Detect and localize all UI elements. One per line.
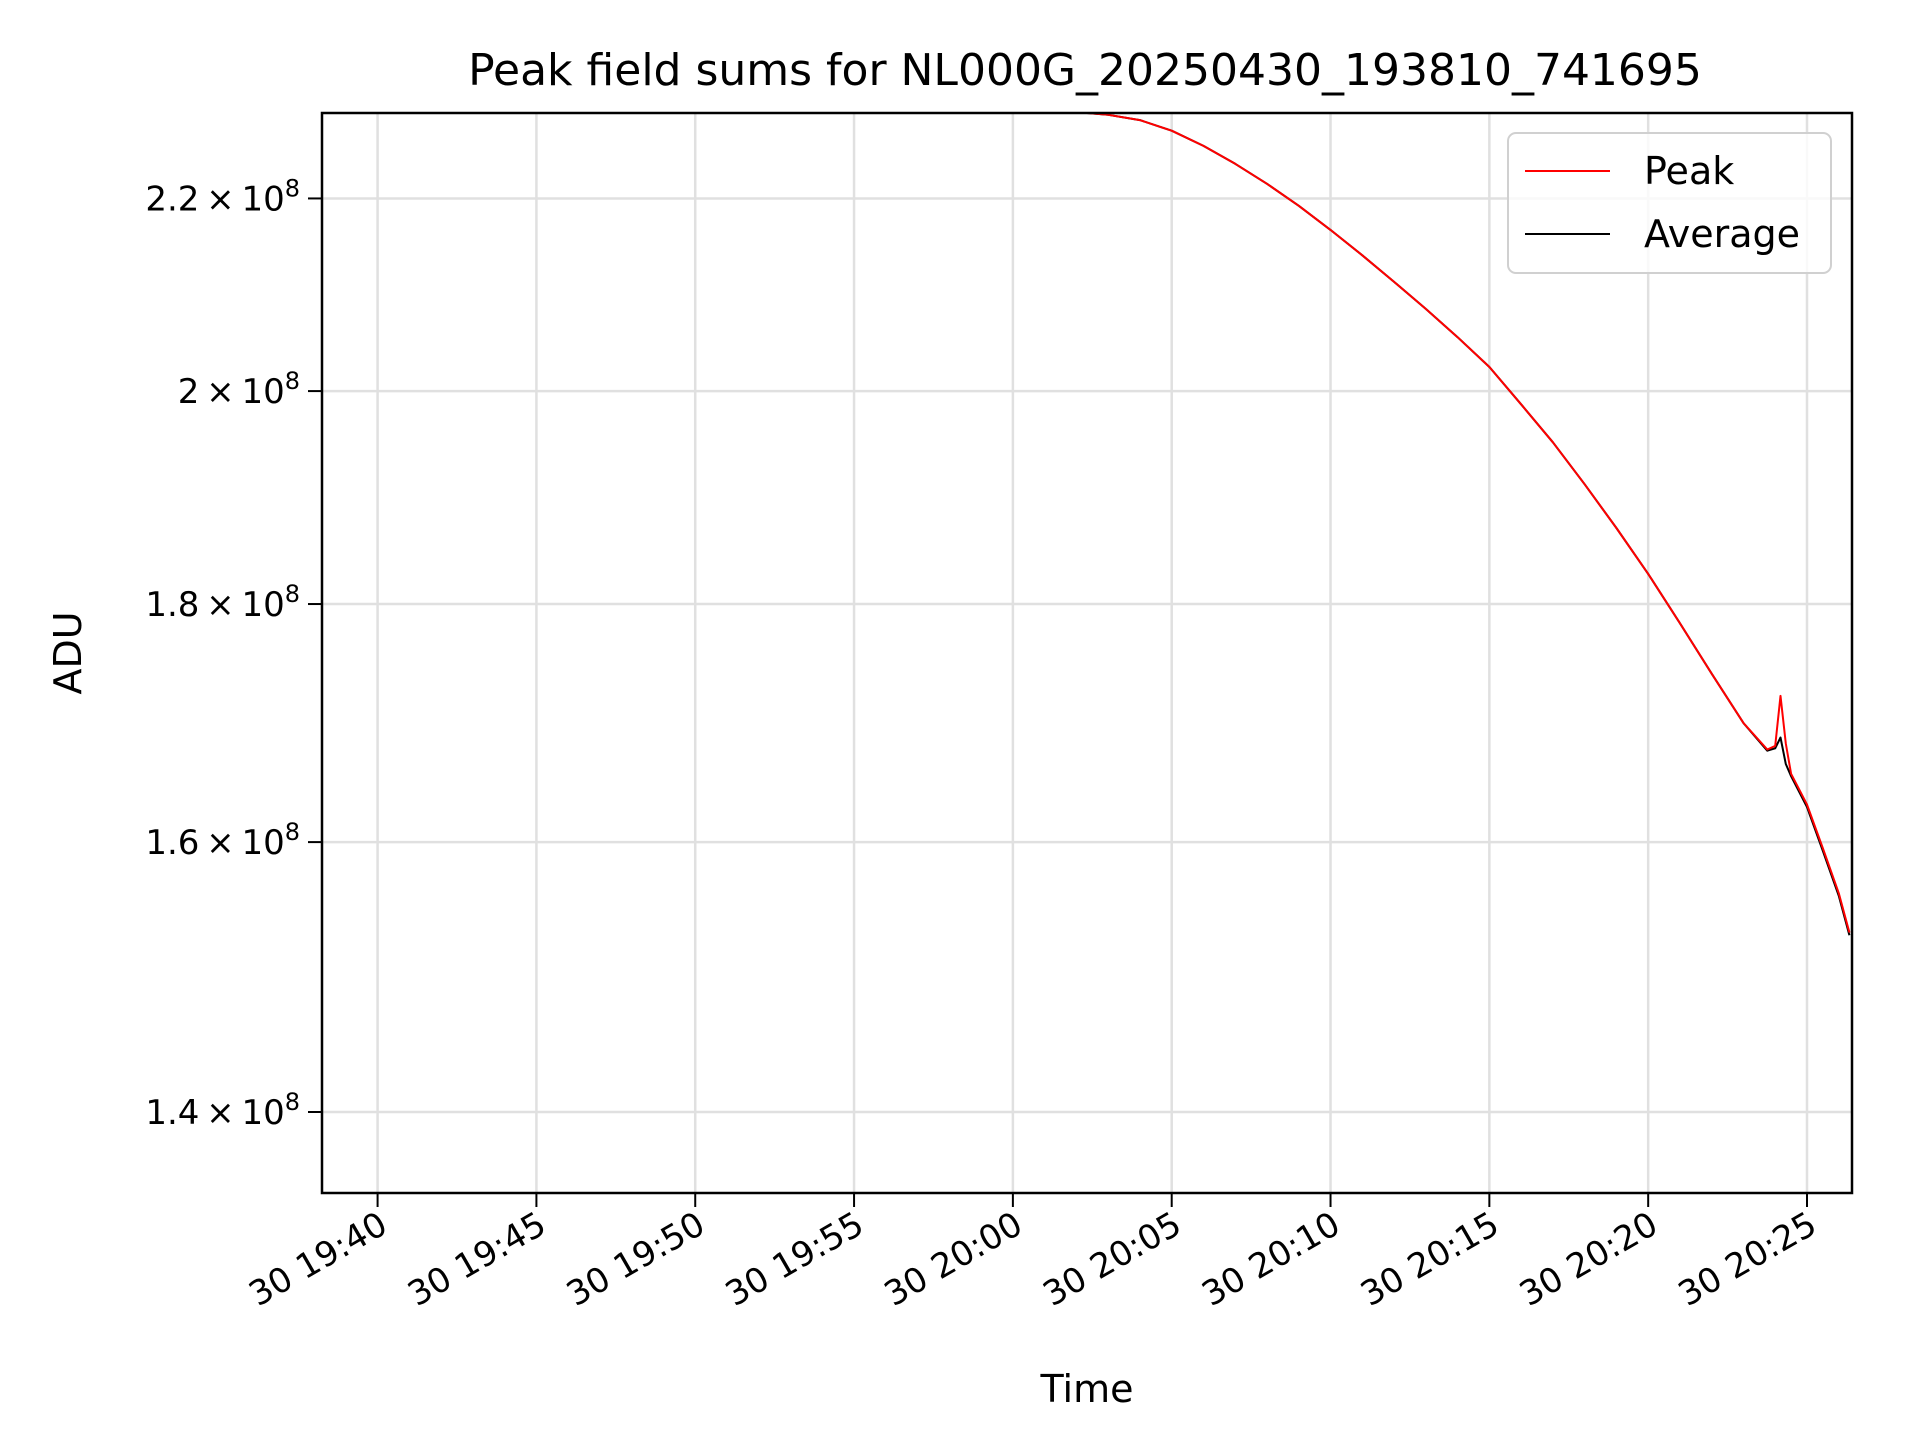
y-tick-label-2: 1.8 × 108 <box>145 580 300 625</box>
legend-average-label: Average <box>1644 212 1800 256</box>
y-tick-label-4: 2.2 × 108 <box>145 174 300 219</box>
legend-box <box>1507 132 1832 274</box>
legend-peak-label: Peak <box>1644 149 1734 193</box>
legend: Peak Average <box>1507 132 1832 274</box>
y-tick-label-3: 2 × 108 <box>178 367 300 412</box>
y-tick-label-0: 1.4 × 108 <box>145 1088 300 1133</box>
y-axis-label: ADU <box>46 611 90 694</box>
grid-lines <box>322 113 1852 1193</box>
x-axis-label: Time <box>1040 1367 1134 1411</box>
plot-area-frame <box>320 111 1854 1195</box>
chart-title: Peak field sums for NL000G_20250430_1938… <box>468 45 1702 96</box>
y-tick-label-1: 1.6 × 108 <box>145 818 300 863</box>
series-line-peak <box>1072 113 1851 933</box>
series-lines <box>1072 113 1851 936</box>
